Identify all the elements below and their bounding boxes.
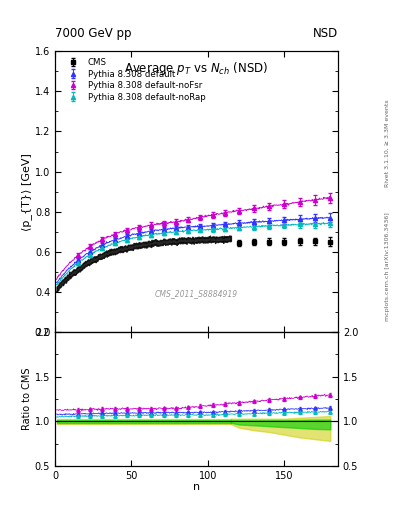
Y-axis label: Ratio to CMS: Ratio to CMS: [22, 368, 32, 430]
Y-axis label: ⟨p_{T}⟩ [GeV]: ⟨p_{T}⟩ [GeV]: [21, 153, 32, 230]
X-axis label: n: n: [193, 482, 200, 492]
Text: CMS_2011_S8884919: CMS_2011_S8884919: [155, 289, 238, 298]
Text: Rivet 3.1.10, ≥ 3.3M events: Rivet 3.1.10, ≥ 3.3M events: [385, 99, 390, 187]
Legend: CMS, Pythia 8.308 default, Pythia 8.308 default-noFsr, Pythia 8.308 default-noRa: CMS, Pythia 8.308 default, Pythia 8.308 …: [59, 55, 208, 104]
Text: NSD: NSD: [313, 27, 338, 40]
Text: Average $p_T$ vs $N_{ch}$ (NSD): Average $p_T$ vs $N_{ch}$ (NSD): [125, 59, 268, 77]
Text: mcplots.cern.ch [arXiv:1306.3436]: mcplots.cern.ch [arXiv:1306.3436]: [385, 212, 390, 321]
Text: 7000 GeV pp: 7000 GeV pp: [55, 27, 132, 40]
